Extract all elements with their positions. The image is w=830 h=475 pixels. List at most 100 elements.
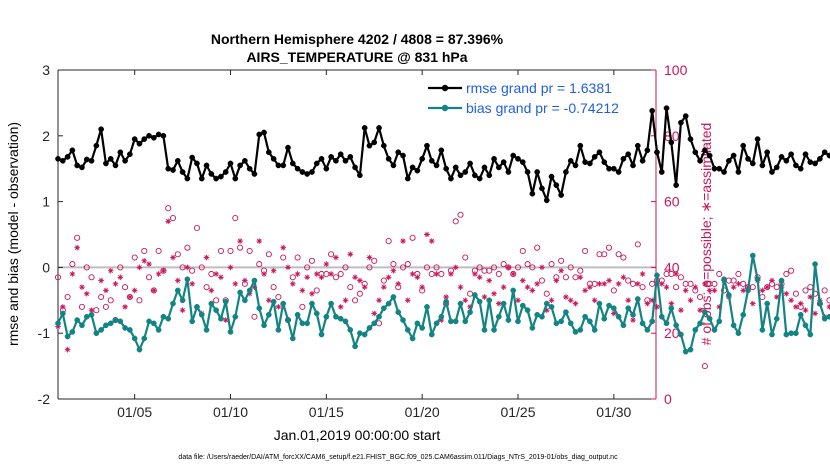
obs-possible-point <box>821 287 828 294</box>
rmse-point <box>644 147 651 154</box>
obs-assimilated-point <box>347 251 354 258</box>
obs-possible-point <box>308 257 316 264</box>
obs-possible-point <box>620 254 627 261</box>
rmse-point <box>328 154 334 160</box>
obs-possible-point <box>131 254 138 261</box>
obs-assimilated-point <box>663 284 670 290</box>
bias-point <box>749 252 756 259</box>
obs-possible-point <box>740 280 747 287</box>
bias-point <box>174 287 181 294</box>
bias-point <box>328 300 334 307</box>
obs-assimilated-point <box>553 277 560 284</box>
obs-assimilated-point <box>658 281 665 287</box>
x-tick-label: 01/10 <box>213 404 248 420</box>
rmse-point <box>395 149 402 156</box>
obs-possible-point <box>500 261 507 268</box>
obs-possible-point <box>232 214 239 222</box>
obs-assimilated-point <box>337 304 344 310</box>
rmse-point <box>606 165 612 172</box>
rmse-point <box>409 164 416 171</box>
obs-assimilated-point <box>151 287 157 294</box>
bias-point <box>759 327 766 333</box>
bias-point <box>778 277 785 284</box>
rmse-point <box>55 155 61 162</box>
bias-point <box>807 331 814 338</box>
obs-assimilated-point <box>673 271 679 277</box>
rmse-point <box>797 165 804 172</box>
rmse-point <box>232 175 239 182</box>
obs-assimilated-point <box>289 281 296 287</box>
obs-assimilated-point <box>313 271 320 277</box>
obs-assimilated-point <box>601 281 608 287</box>
bias-point <box>337 315 344 322</box>
obs-assimilated-point <box>222 317 229 323</box>
obs-assimilated-point <box>371 310 378 317</box>
rmse-point <box>472 172 478 179</box>
obs-possible-point <box>88 274 95 281</box>
bias-point <box>577 327 584 333</box>
obs-assimilated-point <box>711 287 718 294</box>
bias-point <box>170 300 176 307</box>
obs-possible-point <box>385 238 392 245</box>
bias-point <box>457 300 464 307</box>
rmse-point <box>227 160 234 167</box>
obs-possible-point <box>409 234 416 241</box>
bias-point <box>802 322 809 329</box>
obs-possible-point <box>490 264 498 271</box>
obs-assimilated-point <box>505 264 512 271</box>
rmse-point <box>59 157 66 164</box>
obs-assimilated-point <box>404 297 411 304</box>
bias-point <box>524 307 531 314</box>
bias-point <box>242 297 248 304</box>
rmse-point <box>745 155 751 162</box>
bias-point <box>347 327 354 333</box>
obs-assimilated-point <box>146 261 152 267</box>
rmse-point <box>783 157 790 164</box>
y-right-tick-label: 0 <box>664 391 672 407</box>
obs-possible-point <box>304 264 311 271</box>
bias-point <box>256 305 263 312</box>
bias-point <box>395 309 402 315</box>
obs-possible-point <box>198 264 205 271</box>
bias-point <box>127 327 133 333</box>
rmse-point <box>725 157 732 164</box>
obs-assimilated-point <box>69 271 76 277</box>
obs-assimilated-point <box>524 284 531 290</box>
obs-possible-point <box>169 214 177 222</box>
bias-point <box>366 325 373 331</box>
bias-point <box>448 318 454 325</box>
obs-assimilated-point <box>548 297 555 304</box>
obs-assimilated-point <box>802 307 809 313</box>
bias-point <box>476 298 483 305</box>
obs-possible-point <box>788 267 795 274</box>
bias-point <box>198 311 205 318</box>
obs-assimilated-point <box>783 290 790 297</box>
bias-point <box>452 318 459 325</box>
bias-point <box>582 313 588 320</box>
rmse-point <box>184 175 191 182</box>
rmse-point <box>170 167 176 173</box>
rmse-point <box>510 152 517 159</box>
y-left-tick-label: 2 <box>42 128 50 144</box>
obs-assimilated-point <box>797 300 804 307</box>
rmse-point <box>141 136 148 142</box>
x-tick-label: 01/05 <box>117 404 152 420</box>
obs-assimilated-point <box>242 277 248 284</box>
obs-possible-point <box>538 277 546 284</box>
rmse-point <box>376 125 382 131</box>
obs-assimilated-point <box>668 300 675 307</box>
obs-possible-point <box>697 293 704 301</box>
obs-assimilated-point <box>174 277 181 284</box>
bias-point <box>237 289 243 296</box>
obs-assimilated-point <box>678 307 684 313</box>
obs-assimilated-point <box>730 284 737 290</box>
rmse-point <box>678 119 684 126</box>
obs-possible-point <box>610 287 617 294</box>
obs-assimilated-point <box>649 297 655 304</box>
bias-point <box>79 322 85 329</box>
obs-assimilated-point <box>218 274 224 281</box>
obs-assimilated-point <box>385 274 392 281</box>
bias-point <box>630 311 636 318</box>
obs-assimilated-point <box>764 284 770 290</box>
rmse-point <box>500 159 507 165</box>
